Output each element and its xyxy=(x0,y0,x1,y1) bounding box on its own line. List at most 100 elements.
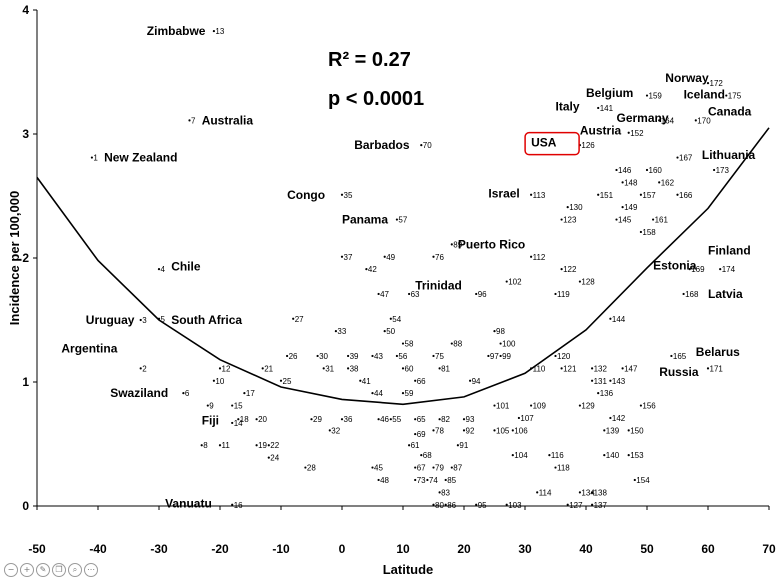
data-point-label: 88 xyxy=(453,340,462,349)
data-point-label: 137 xyxy=(594,501,608,510)
data-point xyxy=(182,392,185,395)
data-point-label: 142 xyxy=(612,414,626,423)
x-tick-label: 30 xyxy=(518,542,532,556)
data-point-label: 63 xyxy=(411,290,420,299)
data-point-label: 17 xyxy=(246,389,255,398)
data-point xyxy=(432,354,435,358)
data-point-label: 4 xyxy=(161,265,166,274)
data-point-label: 21 xyxy=(264,364,273,373)
data-point xyxy=(627,131,630,134)
x-tick-label: 10 xyxy=(396,542,410,556)
zoom-in-icon[interactable]: + xyxy=(20,563,34,577)
data-point xyxy=(292,317,295,320)
data-point-label: 33 xyxy=(337,327,346,336)
country-label: Belgium xyxy=(586,86,633,100)
data-point-label: 22 xyxy=(270,441,279,450)
data-point-label: 116 xyxy=(551,451,564,460)
more-icon[interactable]: ⋯ xyxy=(84,563,98,577)
data-point-label: 9 xyxy=(209,402,214,411)
data-point xyxy=(231,503,234,506)
data-point xyxy=(645,168,649,172)
data-point xyxy=(359,379,362,382)
data-point xyxy=(438,491,441,494)
data-point-label: 145 xyxy=(618,216,632,225)
data-point-label: 105 xyxy=(496,426,510,435)
search-icon[interactable]: ⌕ xyxy=(68,563,82,577)
data-point xyxy=(536,491,539,494)
country-label: Latvia xyxy=(708,287,743,301)
data-points: 1234567891011121314151617181920212224252… xyxy=(90,27,742,510)
x-tick-label: 40 xyxy=(579,542,593,556)
data-point xyxy=(517,416,521,420)
viewer-toolbar: − + ✎ ❐ ⌕ ⋯ xyxy=(4,563,98,577)
data-point-label: 48 xyxy=(380,476,389,485)
data-point-label: 1 xyxy=(93,154,98,163)
data-point-label: 172 xyxy=(710,79,724,88)
data-point xyxy=(371,392,374,395)
data-point xyxy=(401,392,405,395)
data-point xyxy=(395,354,398,358)
x-tick-label: -30 xyxy=(150,542,168,556)
data-point xyxy=(310,418,313,421)
data-point xyxy=(157,317,161,320)
data-point xyxy=(560,218,563,221)
zoom-out-icon[interactable]: − xyxy=(4,563,18,577)
data-point xyxy=(621,181,624,184)
country-label: Iceland xyxy=(684,87,725,101)
edit-icon[interactable]: ✎ xyxy=(36,563,50,577)
data-point xyxy=(237,418,240,421)
data-point-label: 59 xyxy=(405,389,414,398)
data-point xyxy=(694,119,697,122)
data-point-label: 68 xyxy=(423,451,432,460)
data-point-label: 121 xyxy=(563,364,577,373)
data-point xyxy=(609,416,612,420)
data-point xyxy=(615,218,618,221)
country-label: Italy xyxy=(556,100,580,114)
data-point xyxy=(621,367,624,370)
data-point xyxy=(487,354,490,358)
data-point xyxy=(231,421,234,425)
data-point-label: 139 xyxy=(606,426,620,435)
data-point xyxy=(591,503,594,506)
data-point xyxy=(432,503,435,506)
data-point xyxy=(627,429,630,432)
data-point xyxy=(261,367,264,370)
data-point-label: 120 xyxy=(557,352,571,361)
data-point-label: 153 xyxy=(630,451,644,460)
data-point-label: 85 xyxy=(447,476,456,485)
data-point-label: 144 xyxy=(612,315,626,324)
data-point-label: 114 xyxy=(539,488,552,497)
data-point-label: 95 xyxy=(478,501,487,510)
data-point xyxy=(401,342,405,345)
data-point-label: 149 xyxy=(624,203,638,212)
data-point-label: 170 xyxy=(697,116,711,125)
data-point-label: 35 xyxy=(344,191,353,200)
country-label: Norway xyxy=(665,71,709,85)
country-label: Argentina xyxy=(61,342,117,356)
data-point-label: 110 xyxy=(533,364,546,373)
data-point xyxy=(414,418,417,421)
x-tick-label: 0 xyxy=(339,542,346,556)
x-tick-label: -50 xyxy=(28,542,46,556)
data-point-label: 36 xyxy=(344,415,353,424)
data-point xyxy=(365,268,368,271)
data-point xyxy=(658,181,661,184)
copy-icon[interactable]: ❐ xyxy=(52,563,66,577)
data-point xyxy=(591,367,594,370)
data-point-label: 70 xyxy=(423,141,432,150)
data-point-label: 42 xyxy=(368,265,377,274)
data-point xyxy=(347,354,350,358)
data-point-label: 19 xyxy=(258,441,267,450)
data-point-label: 78 xyxy=(435,426,444,435)
data-point-label: 49 xyxy=(386,253,395,262)
data-point-label: 154 xyxy=(636,476,650,485)
data-point-label: 13 xyxy=(215,27,224,36)
data-point-label: 168 xyxy=(685,290,699,299)
country-label: Puerto Rico xyxy=(458,237,525,251)
data-point xyxy=(499,354,502,358)
data-point xyxy=(548,454,551,457)
data-point-label: 30 xyxy=(319,352,328,361)
data-point-label: 16 xyxy=(234,501,243,510)
data-point-label: 86 xyxy=(447,501,456,510)
data-point-label: 94 xyxy=(472,377,481,386)
